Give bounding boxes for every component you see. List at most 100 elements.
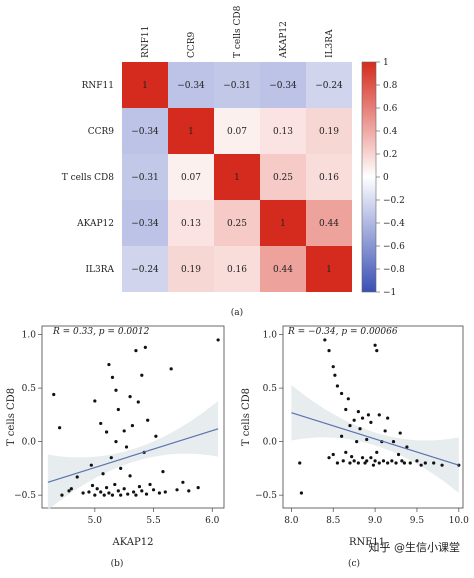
scatter-point xyxy=(340,434,344,438)
heatmap-cell xyxy=(260,108,306,154)
scatter-point xyxy=(134,349,138,353)
heatmap-cell xyxy=(306,154,352,200)
scatter-point xyxy=(52,392,56,397)
scatter-point xyxy=(402,461,406,465)
scatter-point xyxy=(119,493,123,497)
heatmap-cell-value: 1 xyxy=(188,127,194,137)
colorbar-tick-label: −0.6 xyxy=(383,242,405,252)
heatmap-cell-value: 0.44 xyxy=(273,265,293,275)
scatter-point xyxy=(352,459,356,463)
scatter-point xyxy=(386,416,390,420)
scatter-point xyxy=(335,384,340,388)
scatter-point xyxy=(90,483,95,488)
fit-line xyxy=(291,412,459,466)
x-axis-label: RNF11 xyxy=(349,537,385,548)
scatter-point xyxy=(398,431,402,435)
panel-label-b: (b) xyxy=(111,558,124,569)
scatter-point xyxy=(95,487,99,491)
x-tick-label: 5.0 xyxy=(88,516,103,526)
heatmap-cell xyxy=(214,62,260,108)
scatter-panel-rnf11: 8.0 8.5 9.0 9.5 10.0 1.0 0.5 0.0 −0.5 R = −0.34… xyxy=(241,325,469,569)
scatter-point xyxy=(344,450,348,454)
x-axis-ticks: 5.0 5.5 6.0 xyxy=(88,508,220,526)
scatter-point xyxy=(299,491,304,495)
scatter-point xyxy=(113,482,117,487)
scatter-point xyxy=(423,461,427,465)
scatter-point xyxy=(356,410,360,414)
y-axis-ticks: 1.0 0.5 0.0 −0.5 xyxy=(14,331,42,501)
colorbar-tick-label: 0.8 xyxy=(383,81,398,91)
colorbar-tick-label: −0.4 xyxy=(383,219,405,229)
heatmap-column-label: RNF11 xyxy=(141,26,151,58)
panel-label-c: (c) xyxy=(348,558,360,569)
scatter-point xyxy=(352,418,356,422)
colorbar-gradient xyxy=(361,61,377,293)
regression-line xyxy=(47,428,219,483)
scatter-point xyxy=(136,400,140,404)
heatmap-cell xyxy=(168,62,214,108)
scatter-point xyxy=(371,463,376,467)
heatmap-cell xyxy=(260,200,306,246)
scatter-point xyxy=(396,452,401,457)
scatter-point xyxy=(126,492,130,496)
colorbar-ticks: 1 0.8 0.6 0.4 0.2 0 −0.2 −0.4 −0.6 −0.8 −1 xyxy=(376,58,405,298)
heatmap-cell-value: 0.44 xyxy=(319,219,339,229)
scatter-point xyxy=(122,487,126,491)
scatter-point xyxy=(341,459,345,463)
scatter-point xyxy=(58,426,62,430)
scatter-point xyxy=(60,493,64,497)
scatter-point xyxy=(157,491,162,495)
scatter-point xyxy=(181,480,185,484)
y-tick-label: 0.5 xyxy=(263,384,278,394)
regression-line xyxy=(291,412,459,466)
y-axis-ticks: 1.0 0.5 0.0 −0.5 xyxy=(255,331,283,501)
heatmap-cell xyxy=(306,246,352,292)
scatter-point xyxy=(89,463,93,467)
scatter-point xyxy=(373,459,377,463)
heatmap-cell xyxy=(168,246,214,292)
scatter-point xyxy=(333,373,337,377)
heatmap-cell-value: 0.25 xyxy=(273,173,293,183)
scatter-points xyxy=(52,338,220,497)
correlation-annotation: R = −0.34, p = 0.00066 xyxy=(287,327,398,337)
heatmap-cell xyxy=(260,62,306,108)
heatmap-column-label: T cells CD8 xyxy=(233,5,243,58)
scatter-point xyxy=(405,445,409,449)
scatter-point xyxy=(122,429,126,433)
heatmap-cell xyxy=(168,154,214,200)
scatter-point xyxy=(344,407,348,412)
scatter-point xyxy=(99,421,103,426)
scatter-point xyxy=(373,343,377,347)
heatmap-cell-value: −0.34 xyxy=(177,81,205,91)
heatmap-cell-value: 0.13 xyxy=(181,219,201,229)
scatter-point xyxy=(99,490,103,494)
scatter-point xyxy=(327,349,331,353)
heatmap-row-label: RNF11 xyxy=(82,81,114,91)
heatmap-row-labels: RNF11 CCR9 T cells CD8 AKAP12 IL3RA xyxy=(62,81,115,275)
colorbar-tick-label: 0.2 xyxy=(383,150,397,160)
scatter-point xyxy=(116,407,120,412)
scatter-point xyxy=(67,489,71,493)
heatmap-cell xyxy=(260,154,306,200)
scatter-point xyxy=(365,459,369,463)
scatter-point xyxy=(355,440,359,444)
heatmap-cell-value: −0.34 xyxy=(131,219,159,229)
colorbar-tick-label: 0.4 xyxy=(383,127,398,137)
colorbar-tick-label: 1 xyxy=(383,58,389,68)
scatter-point xyxy=(356,461,360,465)
scatter-point xyxy=(124,445,129,449)
heatmap-cell-value: −0.31 xyxy=(223,81,251,91)
scatter-point xyxy=(386,461,390,465)
x-tick-label: 6.0 xyxy=(205,516,220,526)
heatmap-column-label: IL3RA xyxy=(325,29,335,58)
scatter-point xyxy=(196,486,200,490)
scatter-point xyxy=(130,423,135,428)
scatter-points xyxy=(298,338,461,495)
heatmap-cell-value: −0.34 xyxy=(131,127,159,137)
heatmap-cell-value: 1 xyxy=(234,173,240,183)
colorbar-tick-label: 0.6 xyxy=(383,104,398,114)
correlation-heatmap: 1 −0.34 −0.31 −0.34 −0.24 −0.34 1 0.07 0.13 0.19 −… xyxy=(62,5,352,292)
fit-line xyxy=(47,428,219,483)
scatter-point xyxy=(360,416,365,420)
heatmap-cell xyxy=(122,154,168,200)
